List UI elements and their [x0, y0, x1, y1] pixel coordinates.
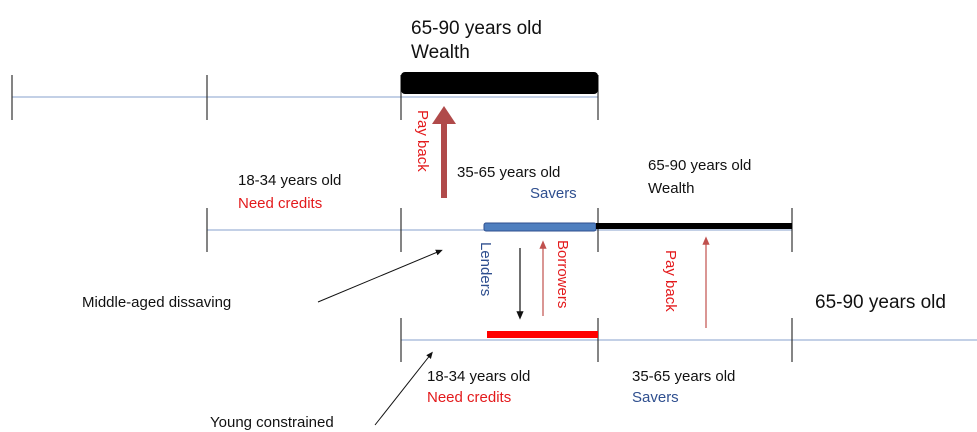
- wealth-bar: [596, 223, 792, 229]
- wealth-bar: [401, 72, 598, 94]
- label: 35-65 years old: [632, 368, 735, 385]
- label: Need credits: [238, 195, 322, 212]
- pointer: [317, 249, 443, 303]
- label: 65-90 years old: [648, 157, 751, 174]
- label: Pay back: [414, 110, 431, 172]
- label: Pay back: [662, 250, 679, 312]
- annotation: Young constrained: [210, 414, 334, 431]
- label: 18-34 years old: [238, 172, 341, 189]
- label: Borrowers: [554, 240, 571, 308]
- pointer: [374, 351, 433, 426]
- label: 35-65 years old: [457, 164, 560, 181]
- label: Need credits: [427, 389, 511, 406]
- label: Savers: [530, 185, 577, 202]
- label: Wealth: [648, 180, 694, 197]
- label: 18-34 years old: [427, 368, 530, 385]
- label: 65-90 years old: [411, 18, 542, 39]
- label: Savers: [632, 389, 679, 406]
- borrowers-bar: [487, 331, 598, 338]
- savers-bar: [483, 222, 597, 232]
- label: Wealth: [411, 42, 470, 63]
- label: Lenders: [477, 242, 494, 296]
- label: 65-90 years old: [815, 292, 946, 313]
- annotation: Middle-aged dissaving: [82, 294, 231, 311]
